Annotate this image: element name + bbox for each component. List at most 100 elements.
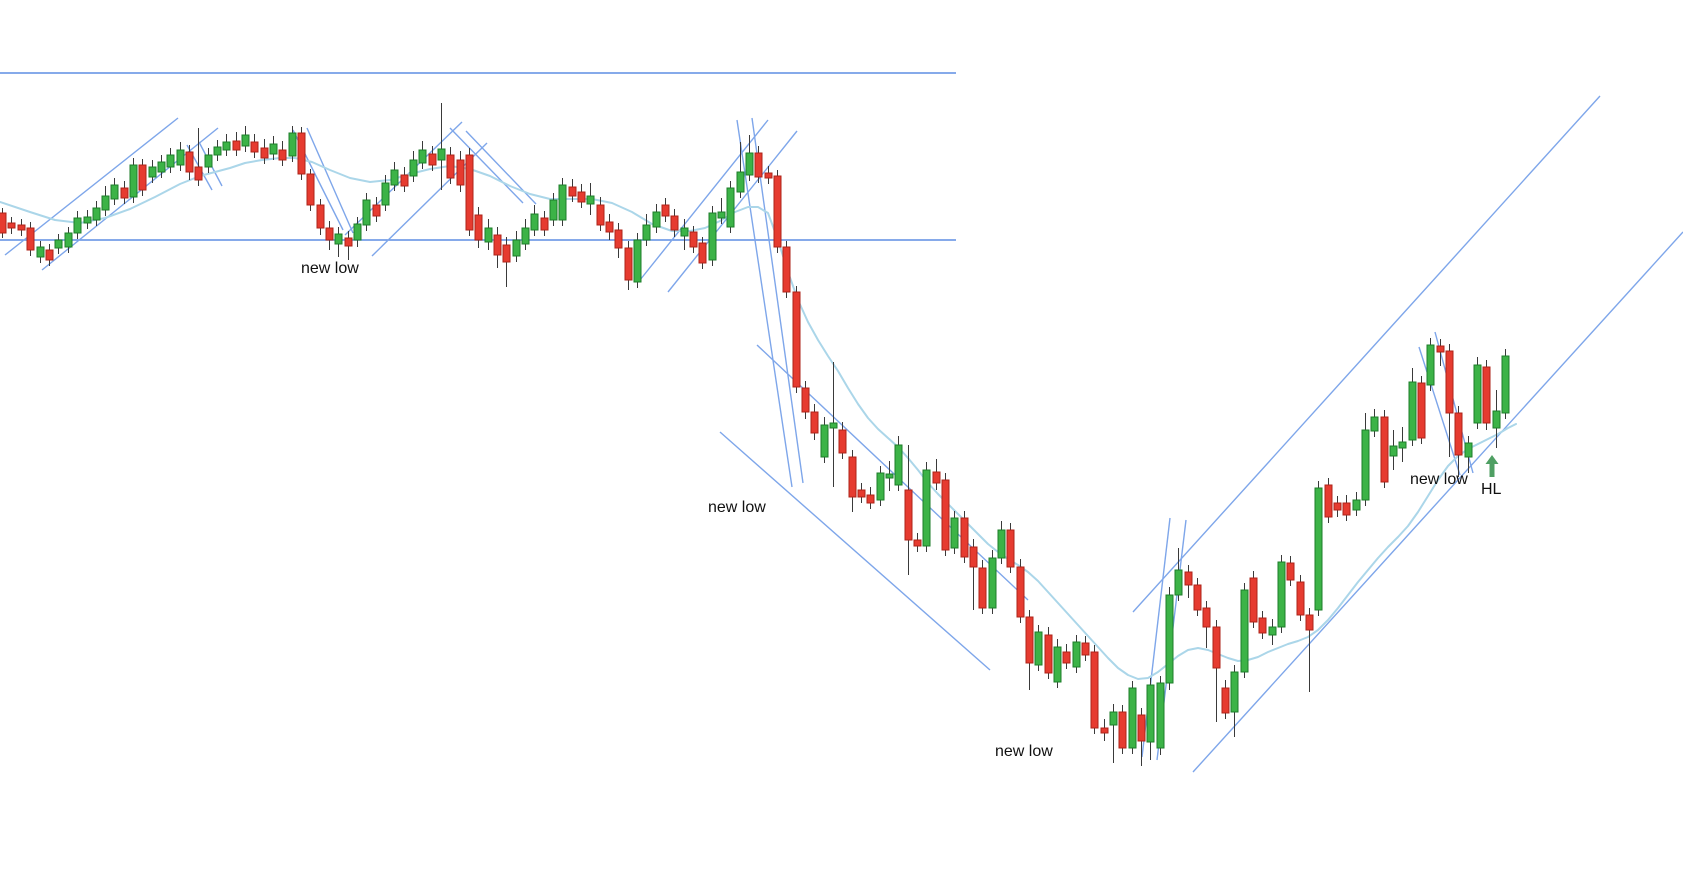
candlestick-up	[1492, 410, 1501, 429]
candlestick-up	[530, 213, 539, 231]
candlestick-down	[605, 221, 614, 233]
candlestick-up	[390, 169, 399, 186]
candlestick-up	[1128, 687, 1137, 749]
candlestick-down	[913, 539, 922, 547]
candlestick-up	[922, 469, 931, 547]
candlestick-up	[997, 529, 1006, 559]
candlestick-up	[1230, 671, 1239, 713]
candlestick-down	[120, 187, 129, 199]
candlestick-up	[726, 187, 735, 228]
candlestick-down	[614, 229, 623, 249]
candlestick-down	[969, 546, 978, 568]
candlestick-down	[838, 429, 847, 454]
candlestick-down	[1016, 566, 1025, 618]
candlestick-down	[1445, 350, 1454, 414]
candlestick-down	[474, 214, 483, 241]
candlestick-down	[297, 132, 306, 175]
candlestick-up	[1053, 646, 1062, 683]
annotation-new-low-1: new low	[301, 260, 359, 277]
candlestick-up	[222, 141, 231, 151]
candlestick-down	[754, 152, 763, 178]
candlestick-down	[960, 517, 969, 558]
candlestick-down	[344, 237, 353, 247]
moving-average-line	[0, 157, 1517, 680]
candlestick-down	[904, 489, 913, 541]
candlestick-up	[876, 472, 885, 501]
candlestick-up	[129, 164, 138, 198]
candlestick-down	[17, 224, 26, 231]
candlestick-up	[166, 154, 175, 168]
candlestick-up	[736, 171, 745, 193]
candlestick-down	[1202, 607, 1211, 628]
candlestick-up	[73, 217, 82, 234]
candlestick-up	[1165, 594, 1174, 684]
candlestick-down	[428, 153, 437, 166]
candlestick-up	[633, 239, 642, 283]
candlestick-down	[698, 242, 707, 264]
candlestick-down	[1025, 616, 1034, 664]
candlestick-down	[866, 494, 875, 504]
candlestick-up	[652, 211, 661, 228]
candlestick-up	[1501, 355, 1510, 414]
candlestick-up	[1389, 445, 1398, 457]
candlestick-up	[288, 132, 297, 157]
candlestick-down	[689, 231, 698, 248]
candlestick-down	[1286, 562, 1295, 581]
candlestick-down	[773, 175, 782, 248]
candlestick-down	[185, 151, 194, 173]
candlestick-up	[1034, 631, 1043, 666]
trend-line	[639, 119, 769, 281]
candlestick-up	[950, 517, 959, 549]
candlestick-up	[204, 154, 213, 168]
candlestick-down	[801, 387, 810, 413]
candlestick-down	[1249, 577, 1258, 623]
candlestick-up	[1240, 589, 1249, 673]
trend-line	[719, 431, 991, 671]
candlestick-up	[1146, 684, 1155, 743]
candlestick-down	[1324, 484, 1333, 518]
candlestick-up	[54, 239, 63, 249]
candlestick-up	[1072, 641, 1081, 668]
candlestick-up	[241, 134, 250, 147]
candlestick-up	[680, 227, 689, 237]
candlestick-down	[456, 159, 465, 186]
candlestick-up	[36, 246, 45, 258]
candlestick-down	[7, 222, 16, 229]
candlestick-down	[400, 174, 409, 187]
candlestick-up	[362, 199, 371, 226]
annotation-higher-low: HL	[1481, 481, 1502, 498]
candlestick-down	[138, 164, 147, 191]
candlestick-down	[306, 173, 315, 206]
candlestick-up	[101, 195, 110, 211]
candlestick-up	[642, 224, 651, 241]
candlestick-down	[1342, 502, 1351, 516]
candlestick-up	[1464, 442, 1473, 458]
candlestick-up	[1398, 441, 1407, 449]
candlestick-down	[978, 567, 987, 609]
candlestick-up	[334, 233, 343, 245]
candlestick-up	[437, 148, 446, 161]
candlestick-up	[1370, 416, 1379, 432]
candlestick-down	[465, 154, 474, 231]
candlestick-down	[792, 291, 801, 388]
candlestick-up	[1109, 711, 1118, 726]
candlestick-up	[484, 227, 493, 243]
candlestick-up	[1473, 364, 1482, 424]
candlestick-down	[260, 147, 269, 159]
candlestick-down	[278, 149, 287, 161]
candlestick-up	[176, 149, 185, 166]
candlestick-down	[446, 154, 455, 179]
candlestick-down	[316, 204, 325, 229]
candlestick-up	[353, 223, 362, 241]
higher-low-arrow-icon	[1485, 455, 1499, 477]
candlestick-down	[45, 249, 54, 261]
candlestick-down	[1193, 584, 1202, 611]
candlestick-up	[549, 199, 558, 221]
annotation-new-low-4: new low	[1410, 471, 1468, 488]
candlestick-down	[502, 244, 511, 263]
candlestick-down	[624, 247, 633, 281]
candlestick-up	[988, 557, 997, 609]
candlestick-up	[409, 159, 418, 177]
candlestick-down	[1006, 529, 1015, 568]
